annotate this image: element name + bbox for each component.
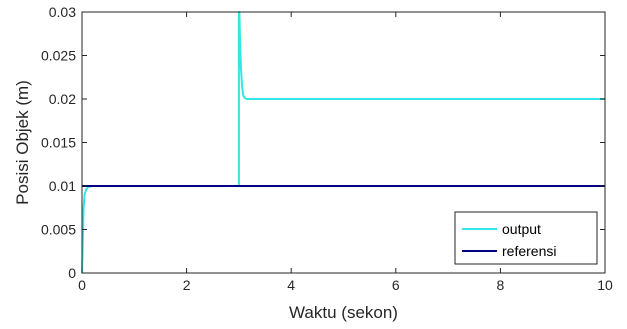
y-axis-label: Posisi Objek (m) bbox=[13, 80, 32, 205]
legend-label-output: output bbox=[502, 221, 541, 237]
y-tick-label: 0.005 bbox=[41, 222, 76, 238]
x-tick-label: 6 bbox=[392, 277, 400, 293]
y-tick-label: 0.01 bbox=[49, 178, 76, 194]
x-tick-label: 4 bbox=[287, 277, 295, 293]
x-axis-label: Waktu (sekon) bbox=[289, 303, 398, 322]
y-tick-label: 0.02 bbox=[49, 91, 76, 107]
legend: output referensi bbox=[454, 211, 598, 265]
legend-label-referensi: referensi bbox=[502, 243, 556, 259]
y-tick-label: 0.03 bbox=[49, 4, 76, 20]
legend-box bbox=[454, 211, 598, 265]
x-tick-label: 8 bbox=[497, 277, 505, 293]
y-tick-label: 0.025 bbox=[41, 48, 76, 64]
x-tick-label: 10 bbox=[597, 277, 613, 293]
x-tick-label: 2 bbox=[183, 277, 191, 293]
ticks-layer: 0 2 4 6 8 10 0 0.005 0.01 0.015 0.02 0.025 0.03 bbox=[41, 4, 613, 293]
y-tick-label: 0 bbox=[68, 265, 76, 281]
x-tick-label: 0 bbox=[78, 277, 86, 293]
y-tick-label: 0.015 bbox=[41, 135, 76, 151]
